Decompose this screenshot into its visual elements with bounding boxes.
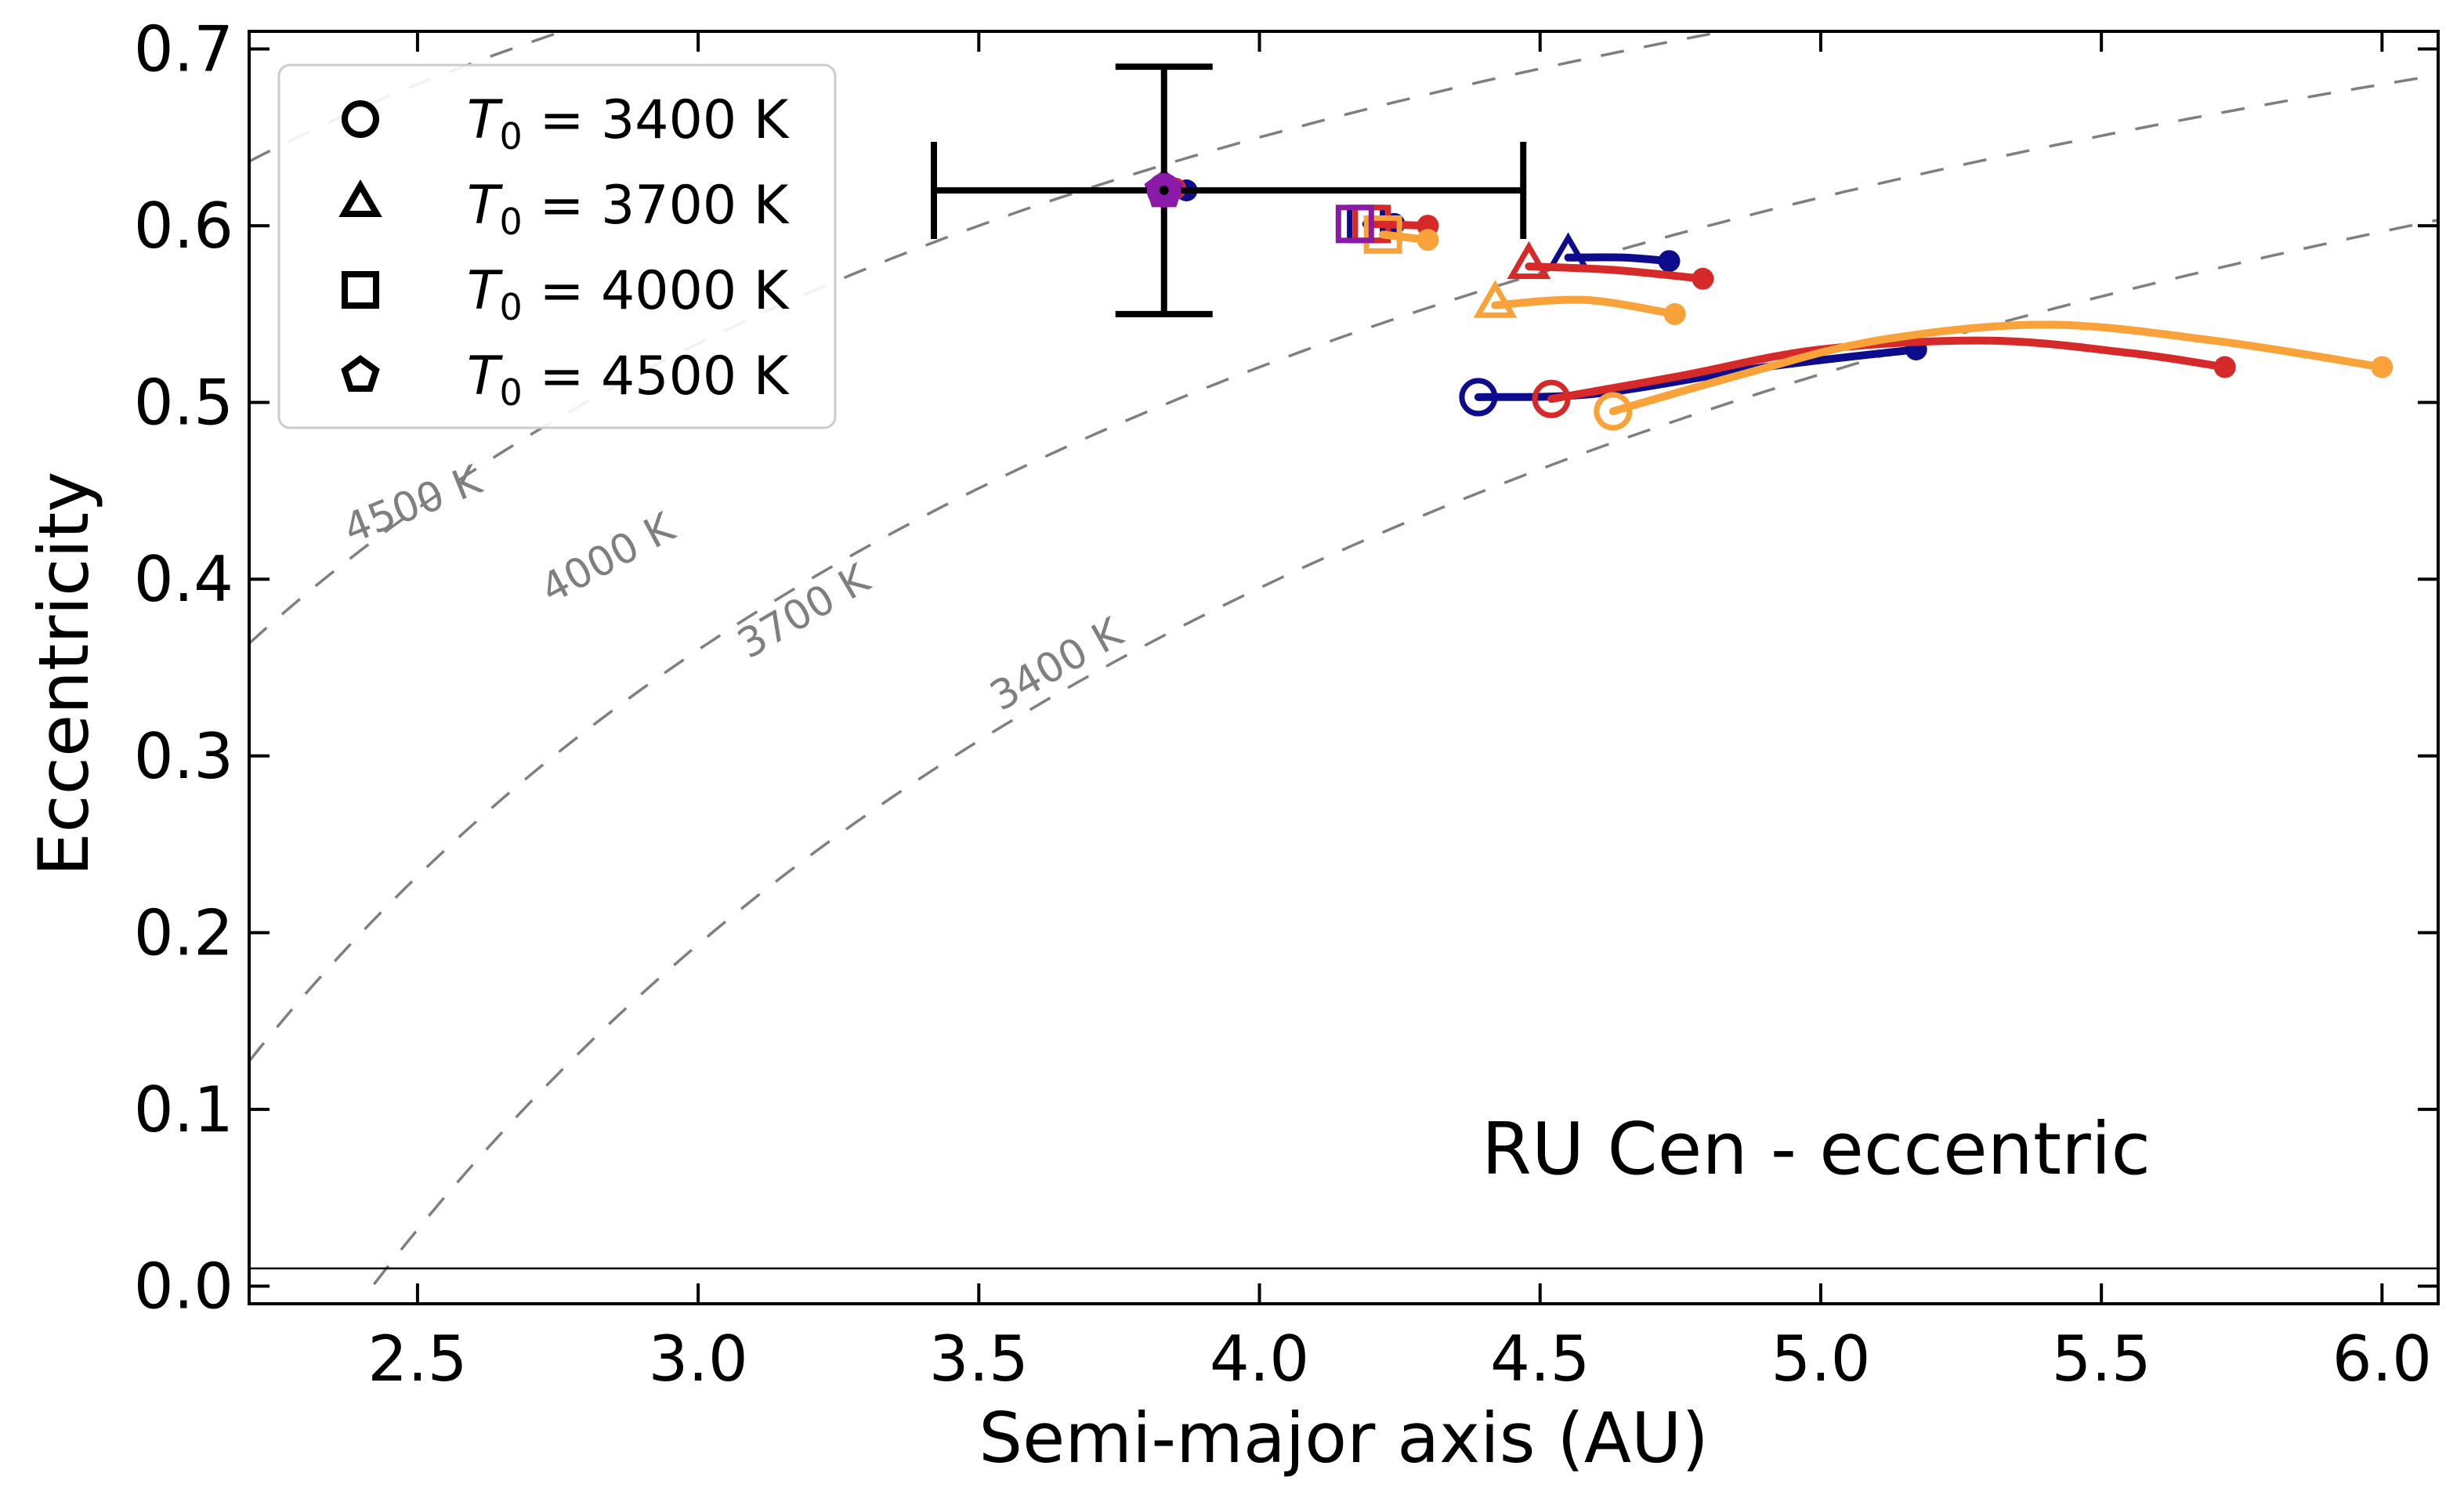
x-tick-label: 6.0 xyxy=(2332,1323,2432,1395)
isotherm-label: 4500 K xyxy=(338,456,490,553)
plot-frame xyxy=(248,30,2440,1305)
x-tick-label: 2.5 xyxy=(367,1323,467,1395)
isotherm-label: 3700 K xyxy=(730,555,879,668)
y-tick-label: 0.2 xyxy=(134,896,233,969)
track-start-marker xyxy=(1363,215,1402,254)
x-tick-label: 5.5 xyxy=(2052,1323,2151,1395)
y-tick-label: 0.7 xyxy=(134,13,233,86)
isotherm-label-bg xyxy=(536,510,683,614)
track-start-marker xyxy=(1459,378,1498,417)
observation-errorbar xyxy=(931,63,1527,317)
track-line xyxy=(1491,295,1679,318)
isotherm-label-bg xyxy=(733,561,878,669)
legend-label: T0 = 3400 K xyxy=(467,89,791,157)
y-tick-label: 0.5 xyxy=(134,367,233,440)
y-tick-label: 0.3 xyxy=(134,720,233,793)
track-line xyxy=(1547,336,2229,404)
y-tick-label: 0.6 xyxy=(134,190,233,262)
legend-marker xyxy=(341,355,380,392)
legend-box xyxy=(277,63,837,429)
track-line xyxy=(1608,320,2386,415)
y-axis-label: Eccentricity xyxy=(24,472,104,877)
legend-marker xyxy=(338,179,382,217)
y-tick-label: 0.4 xyxy=(134,543,233,616)
legend-marker xyxy=(342,100,379,138)
track-start-marker xyxy=(1473,280,1518,318)
isotherm-label-bg xyxy=(339,463,489,555)
isotherm-curve xyxy=(372,218,2438,1286)
track-start-marker xyxy=(1532,379,1571,418)
y-tick-label: 0.0 xyxy=(134,1250,233,1323)
isotherm-label-bg xyxy=(985,615,1131,722)
x-tick-label: 5.0 xyxy=(1771,1323,1870,1395)
track-end-dot xyxy=(1417,229,1439,252)
x-tick-label: 4.5 xyxy=(1490,1323,1590,1395)
axis-ticks xyxy=(249,31,2438,1304)
x-tick-labels: 2.5 3.0 3.5 4.0 4.5 5.0 5.5 6.0 xyxy=(367,1323,2432,1395)
track-end-dot xyxy=(1658,250,1681,273)
legend-marker xyxy=(342,271,379,309)
legend-label: T0 = 4000 K xyxy=(467,260,791,328)
track-end-dot xyxy=(2213,356,2236,378)
y-tick-label: 0.1 xyxy=(134,1073,233,1146)
x-tick-label: 3.0 xyxy=(649,1323,748,1395)
track-line xyxy=(1525,262,1707,283)
x-tick-label: 3.5 xyxy=(929,1323,1029,1395)
x-axis-label: Semi-major axis (AU) xyxy=(979,1398,1709,1478)
track-end-dot xyxy=(1692,267,1714,290)
x-tick-label: 4.0 xyxy=(1210,1323,1309,1395)
track-line xyxy=(1474,346,1920,401)
annotation-text: RU Cen - eccentric xyxy=(1482,1107,2151,1191)
isotherm-label: 4000 K xyxy=(534,503,683,613)
legend: T0 = 3400 K T0 = 3700 K T0 = 4000 K T0 = 45… xyxy=(277,63,837,429)
track-end-dot xyxy=(1663,302,1686,325)
legend-label: T0 = 4500 K xyxy=(467,346,791,414)
legend-label: T0 = 3700 K xyxy=(467,175,791,243)
track-start-marker xyxy=(1546,232,1590,270)
y-tick-labels: 0.0 0.1 0.2 0.3 0.4 0.5 0.6 0.7 xyxy=(134,13,233,1323)
track-end-dot xyxy=(2371,356,2393,378)
track-start-marker xyxy=(1594,392,1633,431)
track-start-marker xyxy=(1507,241,1551,280)
observation-center xyxy=(1159,186,1169,195)
track-start-marker xyxy=(1335,204,1374,244)
